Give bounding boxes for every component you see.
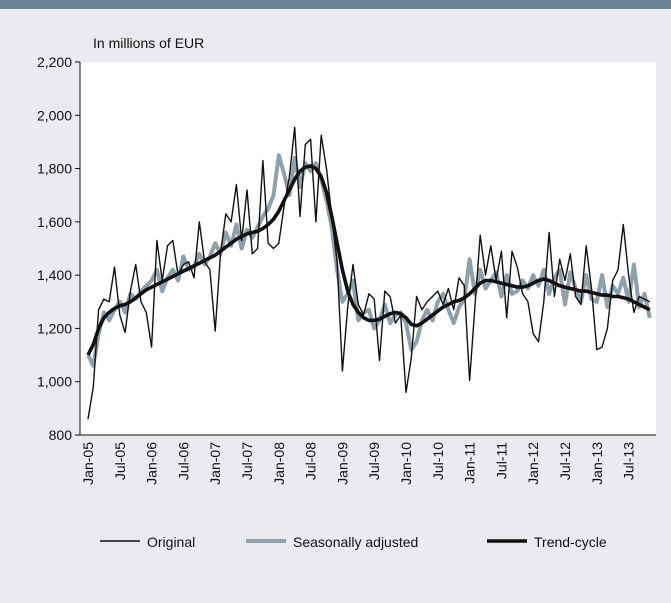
series-line — [86, 153, 652, 368]
y-tick-label: 1,400 — [37, 267, 72, 283]
y-tick-label: 1,000 — [37, 374, 72, 390]
y-tick-label: 1,600 — [37, 214, 72, 230]
series-line — [86, 164, 651, 356]
x-tick-label: Jan-11 — [462, 442, 478, 484]
legend-label: Seasonally adjusted — [293, 534, 418, 550]
y-tick-label: 2,200 — [37, 54, 72, 70]
unit-label: In millions of EUR — [93, 35, 204, 51]
y-tick-label: 2,000 — [37, 107, 72, 123]
legend-label: Original — [147, 534, 195, 550]
y-tick-label: 1,200 — [37, 320, 72, 336]
legend-label: Trend-cycle — [534, 534, 607, 550]
y-tick-label: 1,800 — [37, 161, 72, 177]
x-tick-label: Jul-05 — [112, 442, 128, 480]
plot-area — [80, 62, 656, 435]
x-tick-label: Jan-08 — [271, 442, 287, 485]
x-tick-label: Jan-12 — [525, 442, 541, 485]
x-tick-label: Jan-05 — [80, 442, 96, 485]
x-tick-label: Jan-09 — [334, 442, 350, 485]
x-tick-label: Jul-10 — [430, 442, 446, 480]
x-tick-label: Jul-09 — [366, 442, 382, 480]
x-tick-label: Jul-11 — [493, 442, 509, 479]
x-tick-label: Jul-08 — [303, 442, 319, 480]
x-tick-label: Jul-07 — [239, 442, 255, 480]
x-tick-label: Jan-13 — [589, 442, 605, 485]
x-tick-label: Jul-13 — [621, 442, 637, 480]
x-tick-label: Jan-10 — [398, 442, 414, 485]
x-tick-label: Jan-07 — [207, 442, 223, 485]
header-bar — [0, 0, 671, 9]
x-tick-label: Jul-06 — [175, 442, 191, 480]
y-tick-label: 800 — [49, 427, 73, 443]
x-tick-label: Jan-06 — [144, 442, 160, 485]
x-tick-label: Jul-12 — [557, 442, 573, 480]
